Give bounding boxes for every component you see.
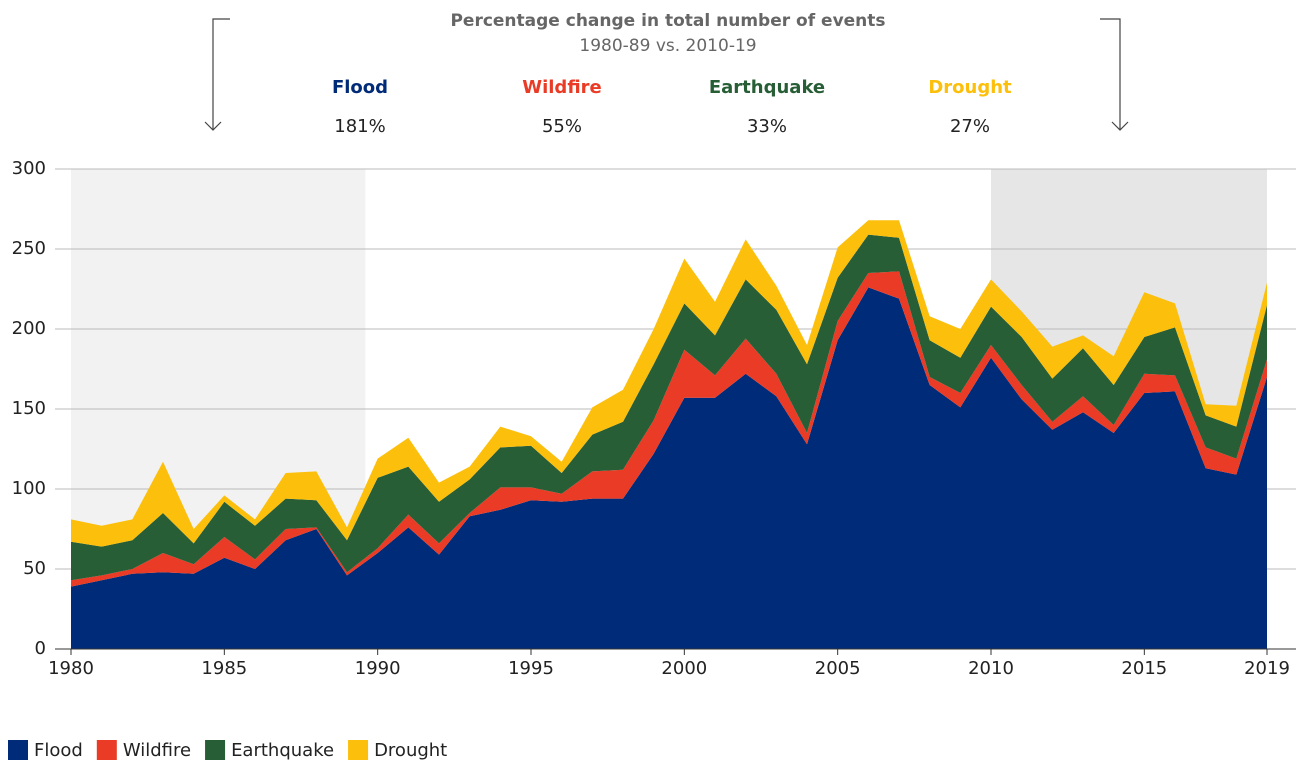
change-value: 55% xyxy=(542,116,582,137)
x-tick-label: 2000 xyxy=(661,658,707,679)
bracket-right xyxy=(1100,18,1129,131)
legend-label: Wildfire xyxy=(123,740,191,761)
x-tick-label: 1985 xyxy=(201,658,247,679)
change-value: 33% xyxy=(747,116,787,137)
change-name: Earthquake xyxy=(709,77,825,98)
y-tick-label: 300 xyxy=(12,158,46,179)
chart-subtitle: 1980-89 vs. 2010-19 xyxy=(579,36,756,56)
change-value: 27% xyxy=(950,116,990,137)
x-tick-label: 1990 xyxy=(355,658,401,679)
legend-label: Drought xyxy=(374,740,447,761)
x-tick-label: 2010 xyxy=(968,658,1014,679)
x-tick-label: 2015 xyxy=(1121,658,1167,679)
x-tick-label: 1980 xyxy=(48,658,94,679)
y-tick-label: 50 xyxy=(23,558,46,579)
area xyxy=(71,234,1267,581)
x-tick-label: 1995 xyxy=(508,658,554,679)
chart-title: Percentage change in total number of eve… xyxy=(450,11,885,31)
bracket-left xyxy=(204,18,230,131)
change-value: 181% xyxy=(334,116,385,137)
legend-swatch xyxy=(205,740,226,760)
change-name: Flood xyxy=(332,77,388,98)
x-tick-label: 2019 xyxy=(1244,658,1290,679)
y-tick-label: 200 xyxy=(12,318,46,339)
y-tick-label: 0 xyxy=(35,638,46,659)
area xyxy=(71,287,1267,649)
x-tick-label: 2005 xyxy=(815,658,861,679)
legend-swatch xyxy=(348,740,369,760)
change-name: Wildfire xyxy=(522,77,602,98)
y-tick-label: 250 xyxy=(12,238,46,259)
y-tick-label: 150 xyxy=(12,398,46,419)
y-tick-label: 100 xyxy=(12,478,46,499)
legend-label: Earthquake xyxy=(231,740,334,761)
legend-swatch xyxy=(8,740,28,760)
legend-label: Flood xyxy=(34,740,83,761)
change-name: Drought xyxy=(928,77,1012,98)
legend-swatch xyxy=(96,740,117,760)
